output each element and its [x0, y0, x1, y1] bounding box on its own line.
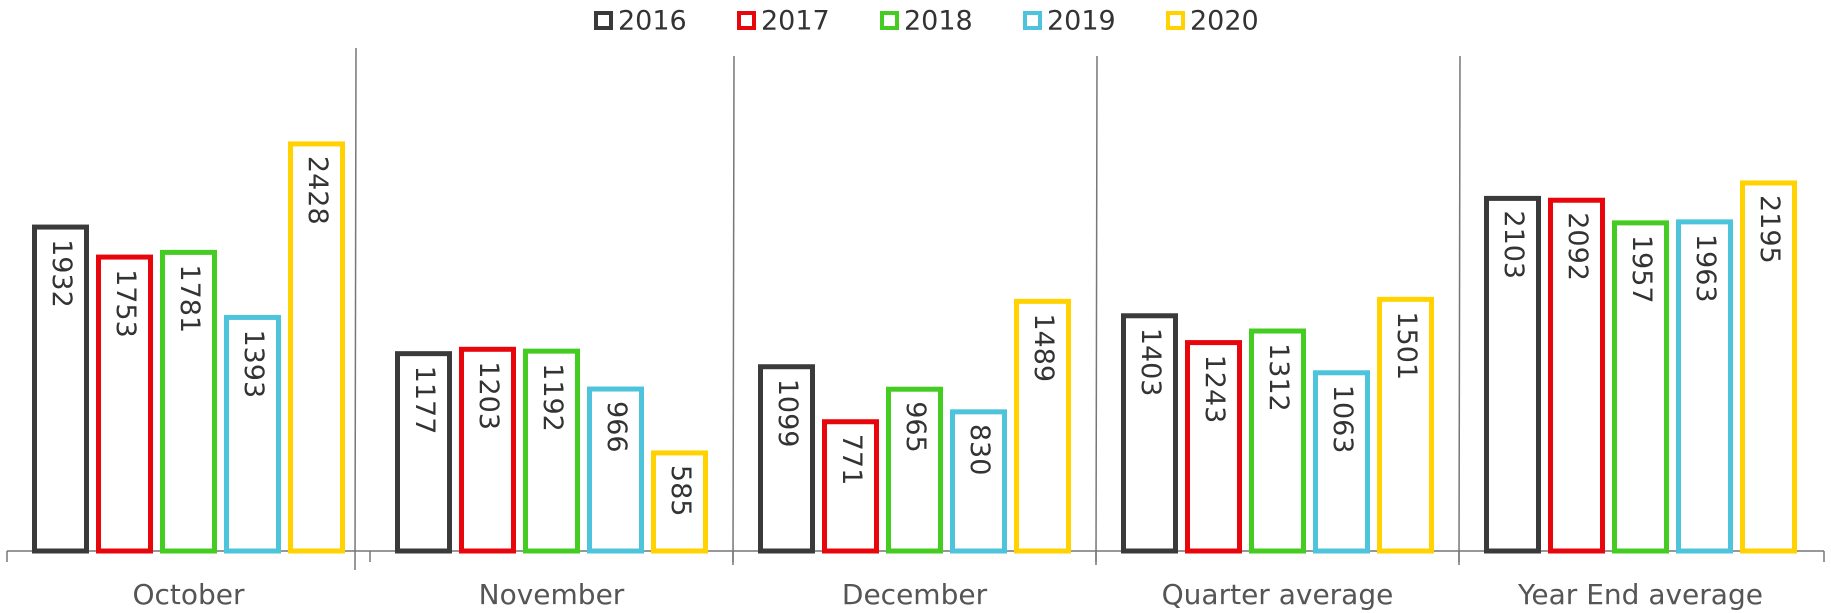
bar: [1548, 197, 1605, 554]
legend-swatch: [594, 11, 613, 30]
bar: [1484, 195, 1541, 554]
legend-swatch: [1023, 11, 1042, 30]
value-label: 2195: [1754, 195, 1785, 264]
value-label: 1312: [1263, 343, 1294, 412]
value-label: 1243: [1199, 355, 1230, 424]
value-label: 1501: [1391, 311, 1422, 380]
legend-label: 2017: [761, 6, 830, 37]
value-label: 1403: [1135, 328, 1166, 397]
x-tick-label: Quarter average: [1162, 578, 1394, 611]
value-label: 1957: [1626, 235, 1657, 304]
bar: [822, 419, 879, 554]
x-tick-label: October: [132, 578, 245, 611]
value-label: 1192: [537, 363, 568, 432]
value-label: 2428: [302, 156, 333, 225]
value-label: 1063: [1327, 385, 1358, 454]
value-label: 1393: [238, 329, 269, 398]
bar: [1740, 180, 1797, 554]
bar: [950, 409, 1007, 554]
bar: [651, 450, 708, 554]
bar: [1377, 296, 1434, 554]
value-label: 830: [964, 424, 995, 476]
bar: [96, 254, 153, 554]
x-tick-label: December: [842, 578, 988, 611]
value-label: 965: [900, 401, 931, 453]
value-label: 1203: [473, 361, 504, 430]
bar: [1185, 340, 1242, 554]
bar: [1121, 313, 1178, 554]
bar: [160, 249, 217, 554]
legend-swatch: [880, 11, 899, 30]
value-label: 1489: [1028, 313, 1059, 382]
x-tick-label: Year End average: [1517, 578, 1763, 611]
bar: [758, 364, 815, 554]
group-separators: [354, 47, 1461, 571]
value-label: 771: [836, 434, 867, 486]
legend-swatch: [737, 11, 756, 30]
value-label: 1753: [110, 269, 141, 338]
bar: [523, 348, 580, 554]
value-label: 1932: [46, 239, 77, 308]
bar: [459, 346, 516, 554]
bar: [1014, 298, 1071, 554]
bar: [1313, 370, 1370, 554]
bar: [1249, 328, 1306, 554]
bar: [32, 224, 89, 554]
bar: [886, 386, 943, 554]
bar: [288, 141, 345, 554]
value-label: 2103: [1498, 210, 1529, 279]
bar: [224, 314, 281, 554]
bar: [1676, 219, 1733, 554]
x-tick-label: November: [479, 578, 625, 611]
axis-ticks: [6, 551, 1825, 562]
legend-swatch: [1166, 11, 1185, 30]
legend-label: 2018: [904, 6, 973, 37]
legend-label: 2016: [618, 6, 687, 37]
value-label: 966: [601, 401, 632, 453]
legend-label: 2020: [1190, 6, 1259, 37]
value-label: 2092: [1562, 212, 1593, 281]
value-label: 585: [665, 465, 696, 517]
value-label: 1099: [772, 379, 803, 448]
bar: [395, 351, 452, 554]
value-label: 1781: [174, 264, 205, 333]
legend-label: 2019: [1047, 6, 1116, 37]
bar: [1612, 220, 1669, 554]
bar: [587, 386, 644, 554]
value-label: 1177: [409, 366, 440, 435]
value-label: 1963: [1690, 234, 1721, 303]
